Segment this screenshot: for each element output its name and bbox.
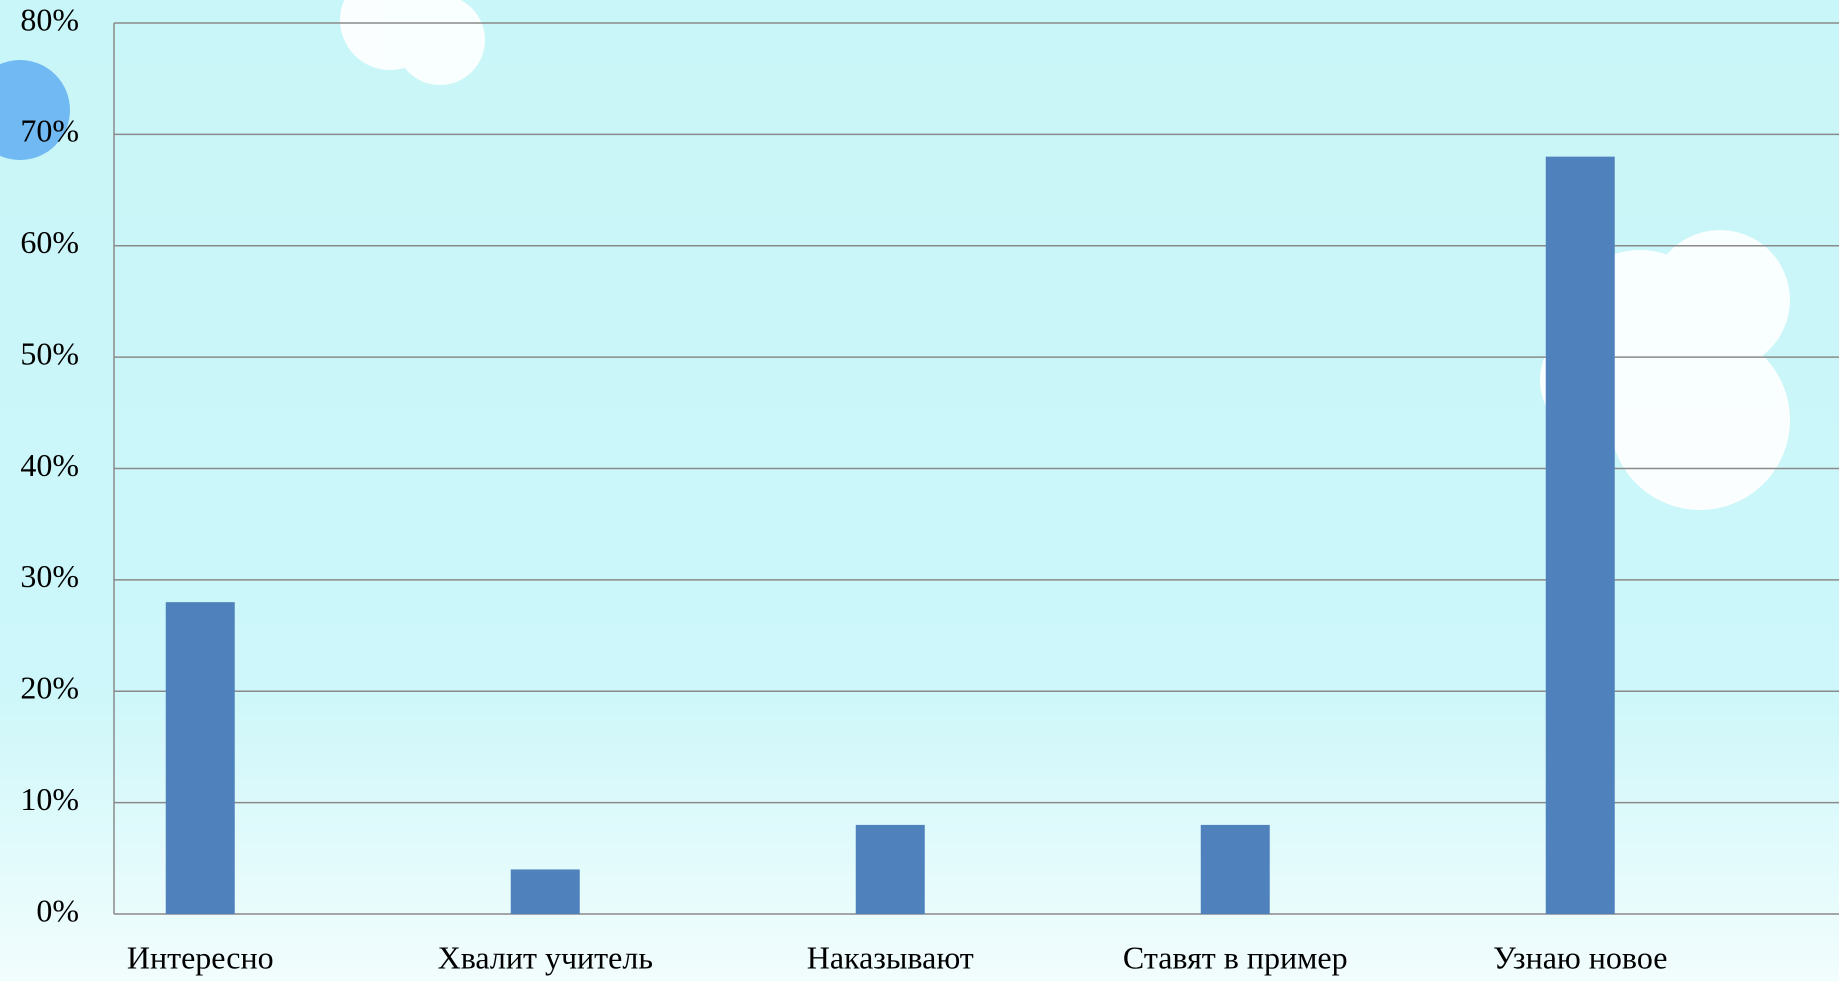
y-tick-label: 80% [20,1,79,37]
bar [1545,156,1615,914]
x-tick-label: Интересно [127,939,274,975]
y-tick-label: 10% [20,781,79,817]
balloon-decoration [0,60,70,160]
bar [510,869,580,914]
y-tick-label: 50% [20,335,79,371]
y-tick-label: 60% [20,224,79,260]
x-tick-label: Хвалит учитель [438,939,653,975]
y-tick-label: 0% [36,892,79,928]
x-tick-label: Ставят в пример [1123,939,1348,975]
y-tick-label: 30% [20,558,79,594]
bar [1200,824,1270,914]
y-tick-label: 20% [20,670,79,706]
y-tick-label: 40% [20,447,79,483]
bar [855,824,925,914]
x-tick-label: Узнаю новое [1493,939,1667,975]
x-tick-label: Наказывают [807,939,974,975]
cloud-decoration [340,0,1790,510]
y-tick-label: 70% [20,113,79,149]
bar [165,602,235,914]
